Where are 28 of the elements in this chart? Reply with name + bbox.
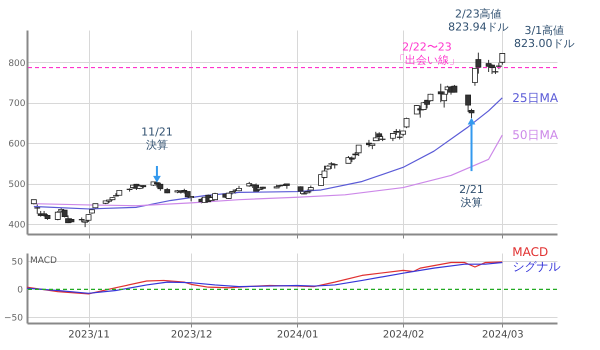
annotation: MACD xyxy=(30,256,58,266)
y-tick-label: 50 xyxy=(12,257,24,268)
y-tick-label: 400 xyxy=(8,220,26,230)
candlestick xyxy=(404,117,410,129)
annotation: 2/23高値 823.94ドル xyxy=(448,8,509,34)
annotation: 2/22〜23 「出会い線」 xyxy=(394,40,460,67)
x-tick-label: 2023/12 xyxy=(170,330,212,340)
x-tick-label: 2024/01 xyxy=(276,330,318,340)
annotation: 2/21 決算 xyxy=(459,183,484,210)
y-tick-label: −50 xyxy=(4,313,24,324)
annotation: 11/21 決算 xyxy=(141,125,173,152)
y-tick-label: 700 xyxy=(8,99,26,110)
candlestick xyxy=(356,144,362,157)
candlestick xyxy=(465,94,471,113)
line-series xyxy=(33,97,503,210)
y-tick-label: 800 xyxy=(8,58,26,69)
series-label: MACD xyxy=(512,244,548,259)
y-tick-label: 600 xyxy=(8,140,26,150)
series-label: シグナル xyxy=(512,260,560,274)
y-tick-label: 0 xyxy=(17,285,24,296)
candlestick xyxy=(499,52,506,66)
x-tick-label: 2024/03 xyxy=(482,330,524,340)
series-label: 50日MA xyxy=(512,128,559,142)
series-label: 25日MA xyxy=(512,90,559,105)
y-tick-label: 500 xyxy=(8,180,26,190)
x-tick-label: 2023/11 xyxy=(68,330,110,340)
x-tick-label: 2024/02 xyxy=(382,330,424,340)
annotation: 3/1高値 823.00ドル xyxy=(514,24,575,50)
